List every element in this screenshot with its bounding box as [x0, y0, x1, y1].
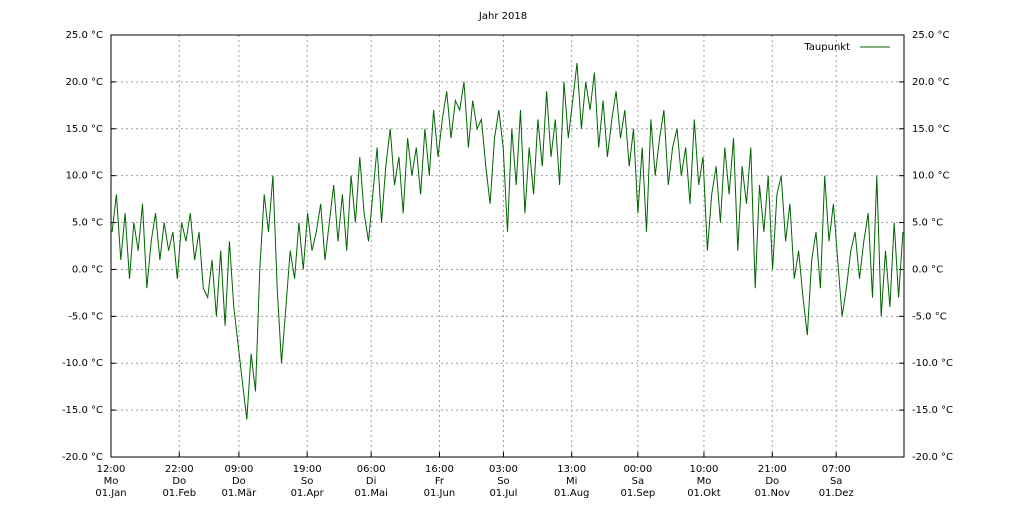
x-tick-label: 06:00	[357, 464, 386, 475]
x-tick-label: 01.Jan	[95, 488, 126, 499]
y2-tick-label: 25.0 °C	[912, 30, 949, 41]
x-tick-label: 01.Feb	[162, 488, 196, 499]
y2-tick-label: -10.0 °C	[912, 358, 953, 369]
y2-tick-label: -5.0 °C	[912, 311, 947, 322]
y2-tick-label: 5.0 °C	[912, 218, 943, 229]
x-tick-label: Mo	[697, 476, 712, 487]
x-tick-label: Mo	[104, 476, 119, 487]
x-tick-label: 01.Dez	[819, 488, 854, 499]
y2-tick-label: -20.0 °C	[912, 452, 953, 463]
x-tick-label: Sa	[830, 476, 842, 487]
y-tick-label: 10.0 °C	[66, 171, 103, 182]
x-tick-label: 01.Sep	[620, 488, 655, 499]
x-tick-label: 01.Apr	[291, 488, 325, 499]
x-tick-label: Sa	[632, 476, 644, 487]
data-line	[111, 63, 904, 420]
y-tick-label: -15.0 °C	[62, 405, 103, 416]
x-tick-label: 01.Jul	[489, 488, 517, 499]
y-tick-label: 25.0 °C	[66, 30, 103, 41]
x-tick-label: Fr	[435, 476, 445, 487]
y-tick-label: 5.0 °C	[72, 218, 103, 229]
x-tick-label: 01.Mär	[222, 488, 258, 499]
x-tick-label: 21:00	[758, 464, 787, 475]
x-tick-label: 22:00	[165, 464, 194, 475]
x-tick-label: 09:00	[224, 464, 253, 475]
x-tick-label: 12:00	[97, 464, 126, 475]
x-tick-label: 01.Jun	[424, 488, 456, 499]
y2-tick-label: 0.0 °C	[912, 264, 943, 275]
plot-frame	[110, 34, 905, 458]
x-tick-label: Do	[765, 476, 779, 487]
x-tick-label: 01.Aug	[554, 488, 589, 499]
x-tick-label: 19:00	[293, 464, 322, 475]
y-tick-label: 15.0 °C	[66, 124, 103, 135]
x-tick-label: So	[497, 476, 509, 487]
y-tick-label: 0.0 °C	[72, 264, 103, 275]
x-tick-label: Di	[366, 476, 376, 487]
x-tick-label: Do	[232, 476, 246, 487]
y-tick-label: -10.0 °C	[62, 358, 103, 369]
y-tick-label: -20.0 °C	[62, 452, 103, 463]
y2-tick-label: 20.0 °C	[912, 77, 949, 88]
y2-tick-label: 10.0 °C	[912, 171, 949, 182]
x-tick-label: 03:00	[489, 464, 518, 475]
x-tick-label: 01.Nov	[755, 488, 791, 499]
y-tick-label: 20.0 °C	[66, 77, 103, 88]
chart-title: Jahr 2018	[478, 11, 527, 22]
x-tick-label: 16:00	[425, 464, 454, 475]
x-tick-label: 13:00	[557, 464, 586, 475]
x-tick-label: 00:00	[623, 464, 652, 475]
legend-label: Taupunkt	[803, 42, 850, 53]
x-tick-label: 07:00	[822, 464, 851, 475]
x-tick-label: Mi	[566, 476, 577, 487]
y2-tick-label: 15.0 °C	[912, 124, 949, 135]
x-tick-label: 01.Mai	[354, 488, 387, 499]
x-tick-label: 01.Okt	[687, 488, 721, 499]
y2-tick-label: -15.0 °C	[912, 405, 953, 416]
x-tick-label: 10:00	[690, 464, 719, 475]
x-tick-label: So	[301, 476, 313, 487]
x-tick-label: Do	[172, 476, 186, 487]
y-tick-label: -5.0 °C	[68, 311, 103, 322]
